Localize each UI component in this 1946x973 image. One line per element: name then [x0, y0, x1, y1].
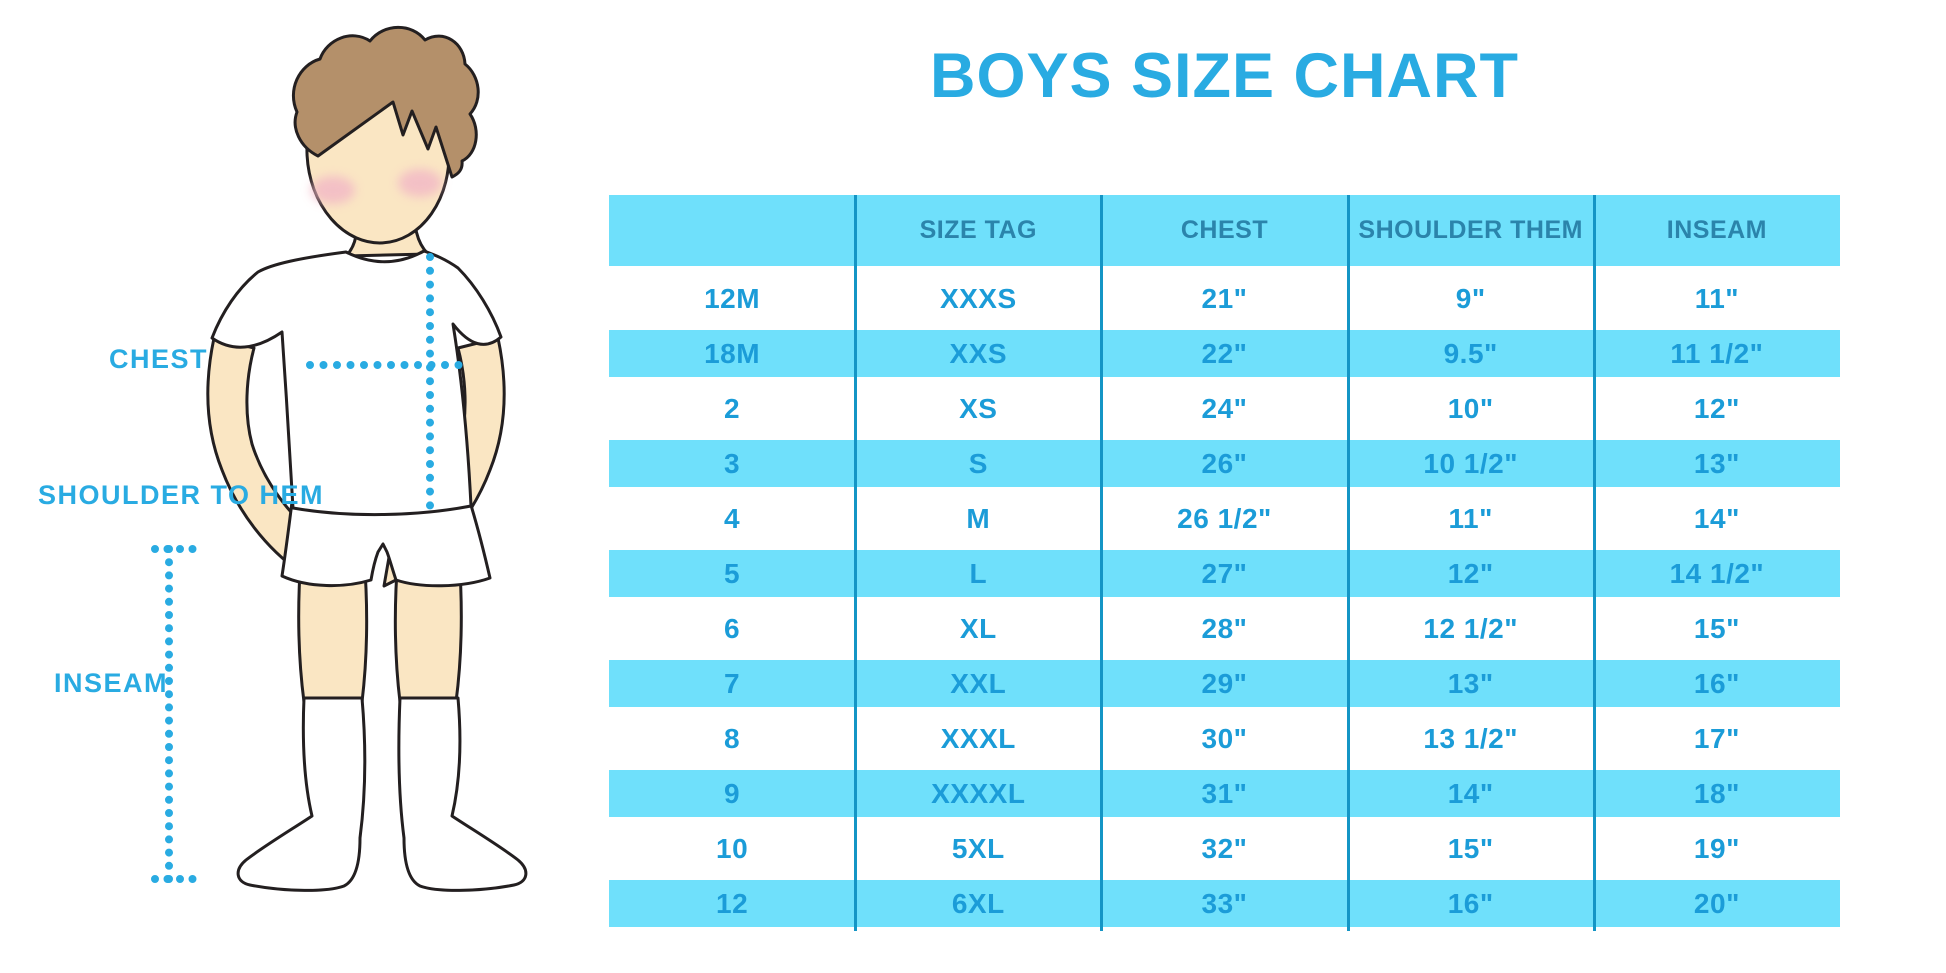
- table-cell: 6: [724, 612, 741, 644]
- table-cell: 11": [1694, 282, 1740, 314]
- table-row: 8 XXXL 30" 13 1/2" 17": [609, 711, 1840, 766]
- table-cell: 20": [1693, 887, 1740, 919]
- table-cell: 18": [1693, 777, 1740, 809]
- inseam-label: INSEAM: [54, 668, 169, 698]
- table-cell: 26": [1201, 447, 1248, 479]
- boy-right-sock: [397, 696, 528, 892]
- table-cell: 12": [1447, 557, 1494, 589]
- size-table-body: 12M XXXS 21" 9" 11" 18M XXS 22" 9.5" 11 1/2" 2 XS 24…: [609, 271, 1840, 931]
- table-cell: 10 1/2": [1423, 447, 1518, 479]
- boy-hair: [291, 25, 480, 179]
- table-cell: XXXL: [940, 722, 1016, 754]
- table-cell: 16": [1693, 667, 1740, 699]
- table-cell: 26 1/2": [1177, 502, 1272, 534]
- column-divider: [854, 195, 858, 931]
- table-cell: 4: [724, 502, 741, 534]
- table-cell: 7: [724, 667, 741, 699]
- table-cell: S: [968, 447, 988, 479]
- table-cell: 29": [1201, 667, 1248, 699]
- shoulder-to-hem-label: SHOULDER TO HEM: [38, 480, 325, 510]
- chest-label: CHEST: [108, 344, 208, 374]
- column-divider: [1592, 195, 1596, 931]
- table-row: 9 XXXXL 31" 14" 18": [609, 766, 1840, 821]
- table-cell: 10": [1447, 392, 1494, 424]
- table-cell: 14": [1447, 777, 1494, 809]
- table-row: 10 5XL 32" 15" 19": [609, 821, 1840, 876]
- page-title: BOYS SIZE CHART: [929, 41, 1520, 111]
- size-table-header-row: SIZE TAG CHEST SHOULDER THEM INSEAM: [609, 195, 1840, 271]
- table-cell: 14 1/2": [1669, 557, 1765, 589]
- column-divider: [1346, 195, 1350, 931]
- boy-right-cheek-blush: [398, 169, 442, 197]
- boy-left-sock: [236, 696, 367, 892]
- header-cell-shoulder-them: SHOULDER THEM: [1358, 216, 1583, 244]
- table-cell: 17": [1693, 722, 1740, 754]
- table-row: 4 M 26 1/2" 11" 14": [609, 491, 1840, 546]
- table-cell: 15": [1447, 832, 1494, 864]
- table-row: 3 S 26" 10 1/2" 13": [609, 436, 1840, 491]
- table-cell: 28": [1201, 612, 1248, 644]
- boy-illustration-svg: [151, 25, 528, 892]
- table-cell: 5: [724, 557, 741, 589]
- table-row: 18M XXS 22" 9.5" 11 1/2": [609, 326, 1840, 381]
- table-cell: XXS: [949, 337, 1008, 369]
- header-cell-chest: CHEST: [1180, 216, 1269, 244]
- column-divider: [1100, 195, 1104, 931]
- table-cell: XXXXL: [931, 777, 1026, 809]
- table-cell: 12": [1693, 392, 1740, 424]
- table-cell: 11 1/2": [1670, 337, 1764, 369]
- table-cell: 9": [1455, 282, 1486, 314]
- table-cell: 12: [716, 887, 749, 919]
- table-cell: XXL: [950, 667, 1007, 699]
- header-cell-size-tag: SIZE TAG: [919, 216, 1037, 244]
- header-cell-inseam: INSEAM: [1666, 216, 1767, 244]
- table-cell: M: [966, 502, 991, 534]
- table-cell: 8: [724, 722, 741, 754]
- table-cell: 33": [1201, 887, 1248, 919]
- table-cell: 11": [1448, 502, 1493, 534]
- table-cell: 30": [1201, 722, 1248, 754]
- table-row: 12M XXXS 21" 9" 11": [609, 271, 1840, 326]
- table-cell: 2: [724, 392, 741, 424]
- table-cell: 31": [1201, 777, 1248, 809]
- size-table: SIZE TAG CHEST SHOULDER THEM INSEAM 12M X…: [609, 195, 1840, 931]
- table-cell: 15": [1693, 612, 1740, 644]
- table-cell: 27": [1201, 557, 1248, 589]
- table-cell: 19": [1693, 832, 1740, 864]
- table-cell: 12M: [704, 282, 761, 314]
- boy-illustration: CHEST SHOULDER TO HEM INSEAM: [0, 0, 600, 973]
- boy-shorts: [280, 500, 492, 588]
- boy-left-cheek-blush: [311, 176, 355, 204]
- table-cell: XS: [959, 392, 998, 424]
- table-cell: 14": [1693, 502, 1740, 534]
- table-cell: 6XL: [951, 887, 1005, 919]
- table-cell: 32": [1201, 832, 1248, 864]
- table-cell: 24": [1201, 392, 1248, 424]
- table-cell: L: [969, 557, 988, 589]
- table-row: 12 6XL 33" 16" 20": [609, 876, 1840, 931]
- table-cell: XXXS: [939, 282, 1017, 314]
- table-row: 5 L 27" 12" 14 1/2": [609, 546, 1840, 601]
- table-cell: 18M: [704, 337, 761, 369]
- table-row: 2 XS 24" 10" 12": [609, 381, 1840, 436]
- table-cell: XL: [959, 612, 997, 644]
- table-row: 7 XXL 29" 13" 16": [609, 656, 1840, 711]
- table-row: 6 XL 28" 12 1/2" 15": [609, 601, 1840, 656]
- table-cell: 13": [1693, 447, 1740, 479]
- table-cell: 13 1/2": [1423, 722, 1518, 754]
- table-cell: 5XL: [951, 832, 1005, 864]
- table-cell: 13": [1447, 667, 1494, 699]
- table-cell: 21": [1201, 282, 1248, 314]
- table-cell: 3: [724, 447, 741, 479]
- table-cell: 22": [1201, 337, 1248, 369]
- table-cell: 9.5": [1443, 337, 1498, 369]
- table-cell: 9: [724, 777, 741, 809]
- table-cell: 12 1/2": [1423, 612, 1518, 644]
- table-cell: 16": [1447, 887, 1494, 919]
- table-cell: 10: [716, 832, 749, 864]
